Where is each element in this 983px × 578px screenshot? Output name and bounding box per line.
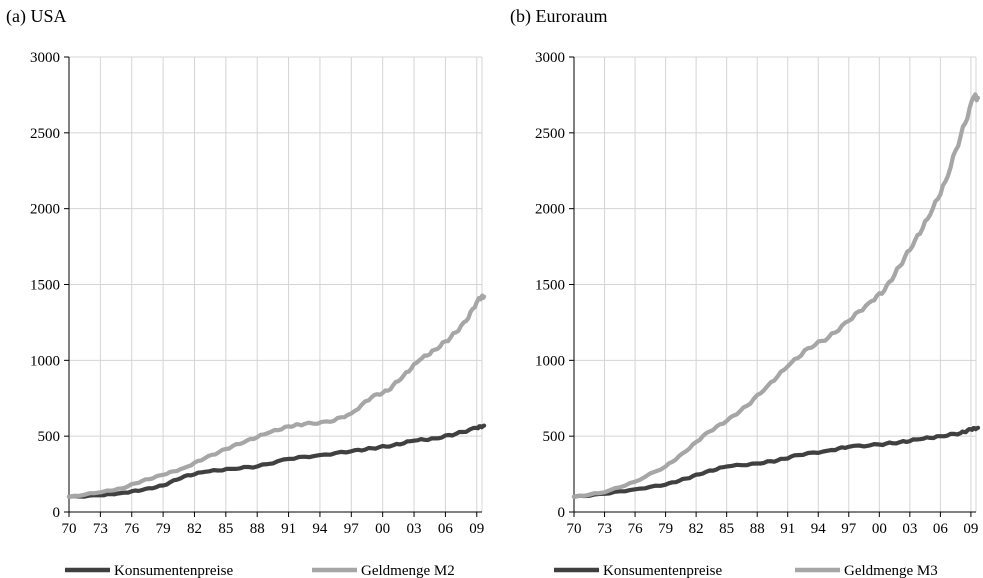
x-tick-label: 73	[597, 521, 612, 537]
y-tick-label: 0	[558, 505, 566, 521]
x-tick-label: 91	[780, 521, 795, 537]
x-tick-label: 85	[218, 521, 233, 537]
x-tick-label: 88	[750, 521, 765, 537]
series-line	[571, 92, 981, 499]
x-tick-label: 88	[250, 521, 265, 537]
y-tick-label: 3000	[535, 50, 565, 66]
x-tick-label: 76	[628, 521, 644, 537]
x-tick-label: 06	[438, 521, 454, 537]
chart-title: (b) Euroraum	[510, 6, 608, 26]
x-tick-label: 85	[719, 521, 734, 537]
x-tick-label: 79	[658, 521, 673, 537]
y-tick-label: 1500	[30, 278, 60, 294]
y-tick-label: 500	[38, 429, 61, 445]
chart-panel-usa: (a) USA 0 500 1000 1500 2000 2500 3000 70 73 76 79…	[0, 0, 490, 578]
x-tick-label: 00	[375, 521, 390, 537]
series-line	[571, 425, 981, 499]
chart-title: (a) USA	[6, 6, 67, 26]
x-tick-label: 09	[963, 521, 978, 537]
x-tick-label: 00	[872, 521, 887, 537]
y-tick-label: 3000	[30, 50, 60, 66]
x-tick-label: 03	[407, 521, 422, 537]
y-tick-label: 0	[53, 505, 61, 521]
x-tick-label: 09	[469, 521, 484, 537]
x-tick-label: 70	[62, 521, 77, 537]
x-tick-label: 03	[902, 521, 917, 537]
x-tick-label: 06	[933, 521, 949, 537]
y-tick-label: 1000	[535, 353, 565, 369]
legend-label: Geldmenge M3	[844, 563, 938, 578]
legend-label: Geldmenge M2	[361, 563, 455, 578]
chart-panel-euroraum: (b) Euroraum 0 500 1000 1500 2000 2500 3000 70 7…	[490, 0, 983, 578]
x-tick-label: 91	[281, 521, 296, 537]
chart-euroraum: 0 500 1000 1500 2000 2500 3000 70 73 76 79 82 85 88 91…	[535, 50, 981, 578]
x-tick-label: 79	[156, 521, 171, 537]
y-tick-label: 1500	[535, 278, 565, 294]
y-tick-label: 2500	[535, 126, 565, 142]
x-tick-label: 82	[689, 521, 704, 537]
x-tick-label: 76	[124, 521, 140, 537]
x-tick-label: 94	[312, 521, 328, 537]
x-tick-label: 97	[841, 521, 857, 537]
x-tick-label: 70	[567, 521, 582, 537]
legend-label: Konsumentenpreise	[603, 563, 722, 578]
y-tick-label: 2000	[535, 202, 565, 218]
y-tick-label: 1000	[30, 353, 60, 369]
x-tick-label: 82	[187, 521, 202, 537]
chart-usa: 0 500 1000 1500 2000 2500 3000 70 73 76 79 82 85 88 91…	[30, 50, 487, 578]
x-tick-label: 97	[344, 521, 360, 537]
series-line	[66, 423, 487, 499]
y-tick-label: 500	[543, 429, 566, 445]
x-tick-label: 73	[93, 521, 108, 537]
legend-label: Konsumentenpreise	[114, 563, 233, 578]
y-tick-label: 2000	[30, 202, 60, 218]
x-tick-label: 94	[811, 521, 827, 537]
y-tick-label: 2500	[30, 126, 60, 142]
series-line	[66, 293, 487, 499]
